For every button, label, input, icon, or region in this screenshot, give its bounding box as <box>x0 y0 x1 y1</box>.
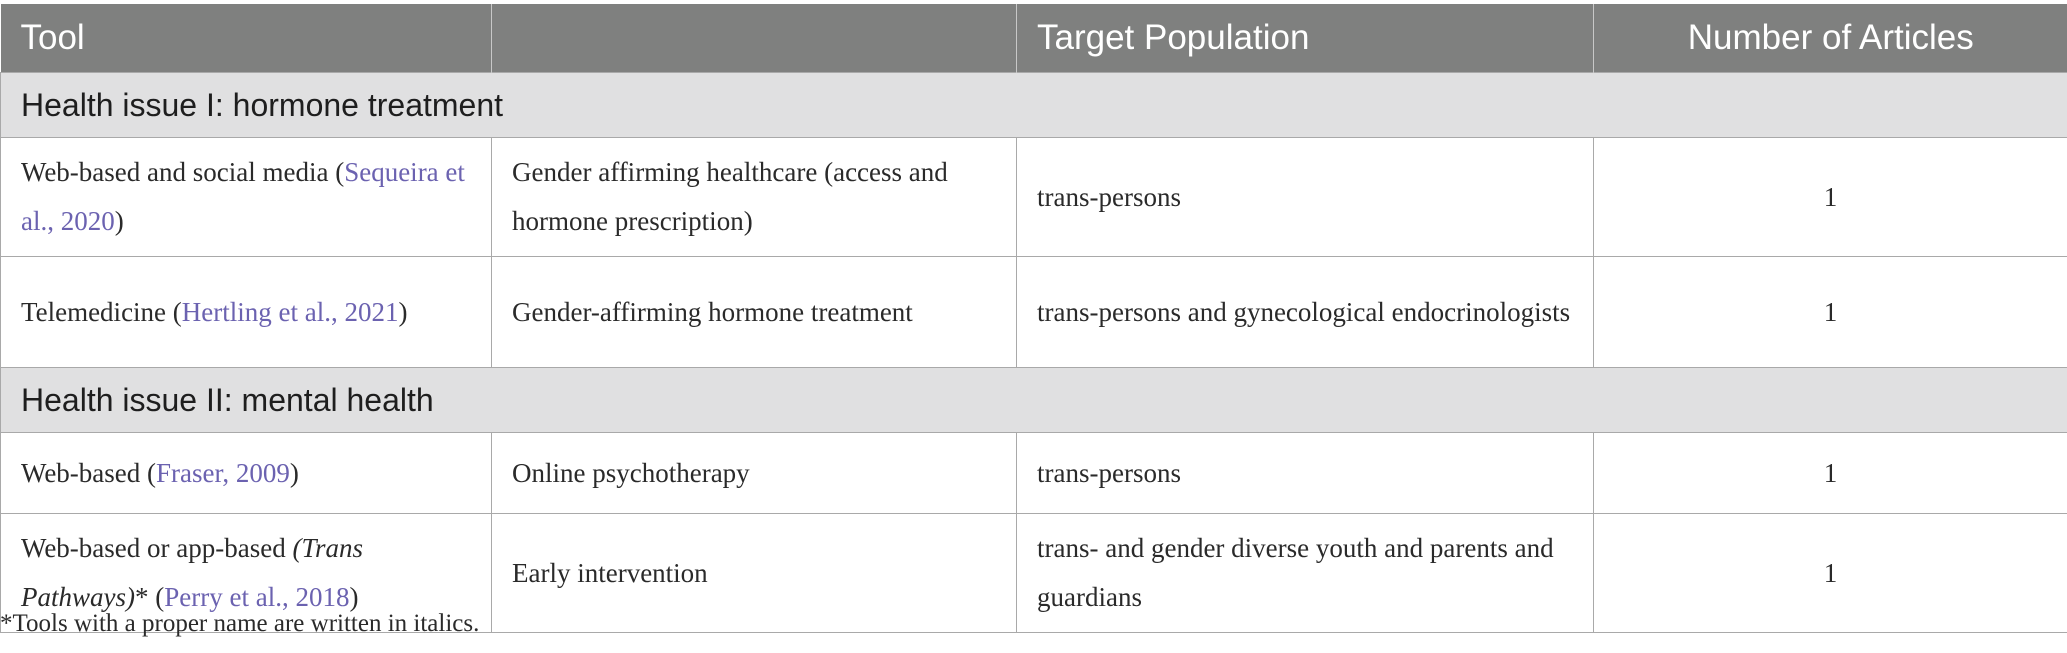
tool-cell: Web-based (Fraser, 2009) <box>0 432 492 514</box>
citation-link[interactable]: Fraser, 2009 <box>156 457 290 488</box>
section-row: Health issue II: mental health <box>0 367 2067 433</box>
population-cell: trans-persons and gynecological endocrin… <box>1016 256 1594 368</box>
tool-cell: Telemedicine (Hertling et al., 2021) <box>0 256 492 368</box>
tool-text: Web-based or app-based <box>21 533 293 563</box>
table-row: Telemedicine (Hertling et al., 2021) Gen… <box>0 256 2067 368</box>
citation-link[interactable]: Perry et al., 2018 <box>164 582 350 612</box>
citation-link[interactable]: Sequeira et al., 2020 <box>21 157 465 236</box>
tool-suffix: * ( <box>135 582 165 612</box>
tool-text: Web-based ( <box>21 457 157 488</box>
section-row: Health issue I: hormone treatment <box>0 72 2067 138</box>
focus-cell: Early intervention <box>491 513 1017 633</box>
header-focus <box>491 4 1017 73</box>
header-target-population: Target Population <box>1016 4 1594 73</box>
header-row: Tool Target Population Number of Article… <box>0 4 2067 73</box>
table-row: Web-based and social media (Sequeira et … <box>0 137 2067 257</box>
population-cell: trans-persons <box>1016 432 1594 514</box>
citation-link[interactable]: Hertling et al., 2021 <box>181 296 399 327</box>
articles-cell: 1 <box>1593 513 2067 633</box>
table-row: Web-based (Fraser, 2009) Online psychoth… <box>0 432 2067 514</box>
section-title: Health issue I: hormone treatment <box>0 72 2067 138</box>
population-cell: trans- and gender diverse youth and pare… <box>1016 513 1594 633</box>
articles-cell: 1 <box>1593 256 2067 368</box>
focus-cell: Gender-affirming hormone treatment <box>491 256 1017 368</box>
population-cell: trans-persons <box>1016 137 1594 257</box>
articles-cell: 1 <box>1593 432 2067 514</box>
header-tool: Tool <box>0 4 492 73</box>
table-footnote: *Tools with a proper name are written in… <box>0 610 480 637</box>
tool-text: Web-based and social media ( <box>21 157 345 187</box>
tool-close: ) <box>349 582 359 612</box>
section-title: Health issue II: mental health <box>0 367 2067 433</box>
table-row: Web-based or app-based (Trans Pathways)*… <box>0 513 2067 633</box>
focus-cell: Gender affirming healthcare (access and … <box>491 137 1017 257</box>
tool-proper-name: (Trans Pathways) <box>21 533 364 612</box>
tool-cell: Web-based and social media (Sequeira et … <box>0 137 492 257</box>
tool-close: ) <box>114 206 124 236</box>
tool-cell: Web-based or app-based (Trans Pathways)*… <box>0 513 492 633</box>
articles-cell: 1 <box>1593 137 2067 257</box>
header-number-of-articles: Number of Articles <box>1593 4 2067 73</box>
tools-table: Tool Target Population Number of Article… <box>0 4 2067 633</box>
tool-close: ) <box>289 457 299 488</box>
tool-text: Telemedicine ( <box>21 296 182 327</box>
tool-close: ) <box>398 296 408 327</box>
focus-cell: Online psychotherapy <box>491 432 1017 514</box>
